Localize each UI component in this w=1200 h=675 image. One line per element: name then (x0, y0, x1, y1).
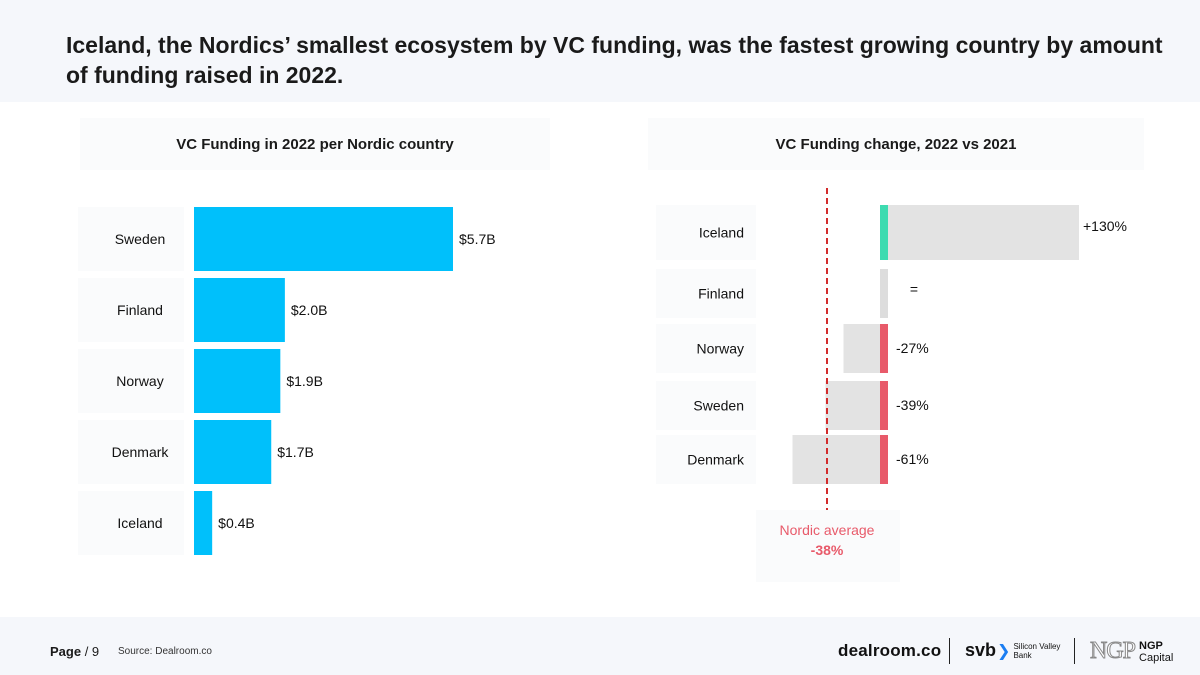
bar-norway (843, 324, 884, 373)
category-label-bg (78, 278, 184, 342)
page-indicator: Page / 9 (50, 644, 99, 659)
category-label: Norway (116, 373, 163, 389)
chevron-right-icon: ❯ (997, 642, 1011, 660)
data-label: $0.4B (218, 515, 255, 531)
dealroom-logo: dealroom.co (838, 641, 942, 660)
category-label: Denmark (112, 444, 170, 460)
bar-sweden (194, 207, 453, 271)
bar-marker (880, 381, 888, 430)
bar-finland (194, 278, 285, 342)
data-label: = (910, 281, 918, 297)
category-label-bg (656, 435, 756, 484)
category-label-bg (656, 381, 756, 430)
bar-iceland (884, 205, 1079, 260)
data-label: $2.0B (291, 302, 328, 318)
footer-band (0, 617, 1200, 675)
category-label: Sweden (693, 398, 744, 414)
logo-divider (949, 638, 950, 664)
reference-label: Nordic average (780, 522, 875, 538)
bar-marker (880, 435, 888, 484)
category-label-bg (78, 349, 184, 413)
bar-iceland (194, 491, 213, 555)
svb-logo-text: svb (965, 640, 997, 660)
bar-denmark (194, 420, 272, 484)
left-chart-title: VC Funding in 2022 per Nordic country (80, 118, 550, 170)
category-label: Iceland (699, 225, 744, 241)
category-label: Sweden (115, 231, 166, 247)
data-label: $1.9B (286, 373, 323, 389)
data-label: $1.7B (277, 444, 314, 460)
bar-marker (880, 324, 888, 373)
data-label: -39% (896, 397, 929, 413)
category-label-bg (656, 205, 756, 260)
data-label: $5.7B (459, 231, 496, 247)
page-title: Iceland, the Nordics’ smallest ecosystem… (66, 32, 1163, 88)
svb-logo: svb ❯ Silicon Valley Bank (965, 640, 1060, 661)
ngp-logo: NGP NGP Capital (1089, 638, 1174, 665)
data-label: -27% (896, 340, 929, 356)
category-label-bg (78, 420, 184, 484)
header-band: Iceland, the Nordics’ smallest ecosystem… (0, 0, 1200, 102)
category-label: Denmark (687, 452, 745, 468)
data-label: +130% (1083, 218, 1127, 234)
logo-divider (1074, 638, 1075, 664)
category-label: Norway (697, 341, 744, 357)
bar-denmark (792, 435, 884, 484)
reference-label-bg (756, 510, 900, 582)
category-label: Finland (698, 286, 744, 302)
data-label: -61% (896, 451, 929, 467)
source-note: Source: Dealroom.co (118, 646, 212, 657)
category-label: Iceland (117, 515, 162, 531)
category-label-bg (656, 324, 756, 373)
category-label-bg (78, 207, 184, 271)
page-number: / 9 (84, 644, 100, 659)
funding-change-chart: Iceland +130% Finland = Norway -27% Sweden -39%… (656, 188, 1127, 582)
ngp-logo-mark: NGP (1089, 638, 1136, 665)
category-label: Finland (117, 302, 163, 318)
category-label-bg (78, 491, 184, 555)
category-label-bg (656, 269, 756, 318)
bar-finland (880, 269, 888, 318)
bar-norway (194, 349, 281, 413)
page-label: Page (50, 644, 82, 659)
right-chart-title: VC Funding change, 2022 vs 2021 (648, 118, 1144, 170)
funding-bar-chart: Sweden $5.7B Finland $2.0B Norway $1.9B Denmar… (78, 207, 496, 555)
svb-logo-subtitle: Silicon Valley Bank (1013, 641, 1061, 660)
bar-marker (880, 205, 888, 260)
ngp-logo-wordmark: NGP Capital (1139, 639, 1174, 664)
bar-sweden (825, 381, 884, 430)
reference-value: -38% (811, 542, 844, 558)
